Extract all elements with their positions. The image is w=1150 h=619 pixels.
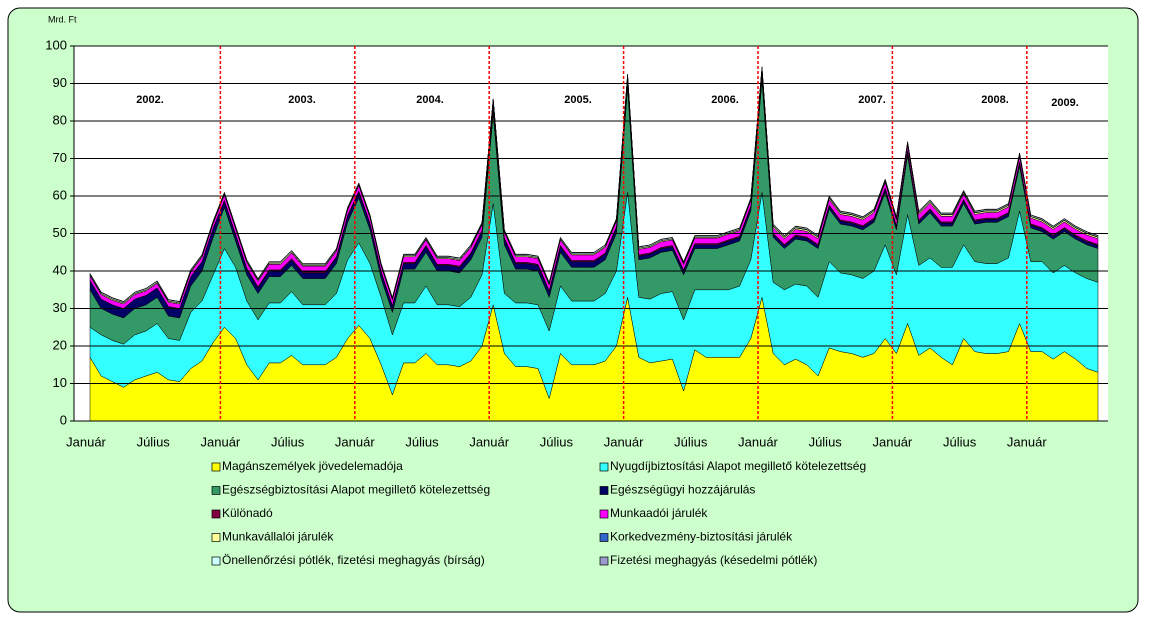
area (89, 66, 1099, 303)
legend-swatch (211, 462, 221, 472)
y-tick-label: 100 (45, 37, 67, 52)
x-tick-label: Január (1007, 434, 1047, 449)
legend-swatch (599, 556, 609, 566)
x-tick-label: Július (137, 434, 171, 449)
legend-label: Munkaadói járulék (610, 506, 708, 520)
x-tick-label: Január (469, 434, 509, 449)
legend-label: Egészségügyi hozzájárulás (610, 483, 755, 497)
year-annotation: 2006. (711, 94, 739, 106)
y-tick-label: 60 (53, 187, 67, 202)
year-annotation: 2004. (416, 94, 444, 106)
legend-swatch (599, 533, 609, 542)
x-tick-label: Július (674, 434, 708, 449)
x-tick-label: Július (405, 434, 439, 449)
y-tick-label: 80 (53, 112, 67, 127)
y-tick-label: 0 (60, 412, 67, 427)
year-annotation: 2002. (136, 94, 164, 106)
x-tick-label: Július (809, 434, 843, 449)
legend-label: Korkedvezmény-biztosítási járulék (610, 530, 793, 544)
y-axis-label: Mrd. Ft (48, 14, 77, 24)
legend-label: Magánszemélyek jövedelemadója (222, 459, 403, 473)
legend-label: Fizetési meghagyás (késedelmi pótlék) (610, 553, 817, 567)
year-annotation: 2007. (858, 94, 886, 106)
y-tick-label: 30 (53, 300, 67, 315)
legend-label: Egészségbiztosítási Alapot megillető köt… (222, 483, 490, 497)
legend-swatch (599, 486, 609, 495)
legend-swatch (211, 533, 221, 542)
x-tick-label: Január (738, 434, 778, 449)
legend-label: Önellenőrzési pótlék, fizetési meghagyás… (222, 553, 485, 567)
year-annotation: 2003. (288, 94, 316, 106)
y-tick-label: 20 (53, 337, 67, 352)
x-tick-label: Július (540, 434, 574, 449)
y-tick-label: 70 (53, 150, 67, 165)
legend-label: Munkavállalói járulék (222, 530, 334, 544)
x-tick-label: Január (335, 434, 375, 449)
year-annotation: 2008. (981, 94, 1009, 106)
year-annotation: 2009. (1051, 97, 1079, 109)
x-tick-label: Július (943, 434, 977, 449)
legend-swatch (211, 509, 221, 519)
y-tick-label: 90 (53, 75, 67, 90)
y-tick-label: 40 (53, 262, 67, 277)
x-tick-label: Január (873, 434, 913, 449)
x-tick-label: Január (66, 434, 106, 449)
legend-swatch (211, 486, 221, 495)
legend-swatch (211, 556, 221, 566)
x-tick-label: Július (271, 434, 305, 449)
legend-swatch (599, 509, 609, 519)
x-tick-label: Január (201, 434, 241, 449)
y-tick-label: 50 (53, 225, 67, 240)
legend-label: Különadó (222, 506, 273, 520)
year-annotation: 2005. (564, 94, 592, 106)
x-tick-label: Január (604, 434, 644, 449)
y-tick-label: 10 (53, 375, 67, 390)
legend-label: Nyugdíjbiztosítási Alapot megillető köte… (610, 459, 866, 473)
legend-swatch (599, 462, 609, 472)
